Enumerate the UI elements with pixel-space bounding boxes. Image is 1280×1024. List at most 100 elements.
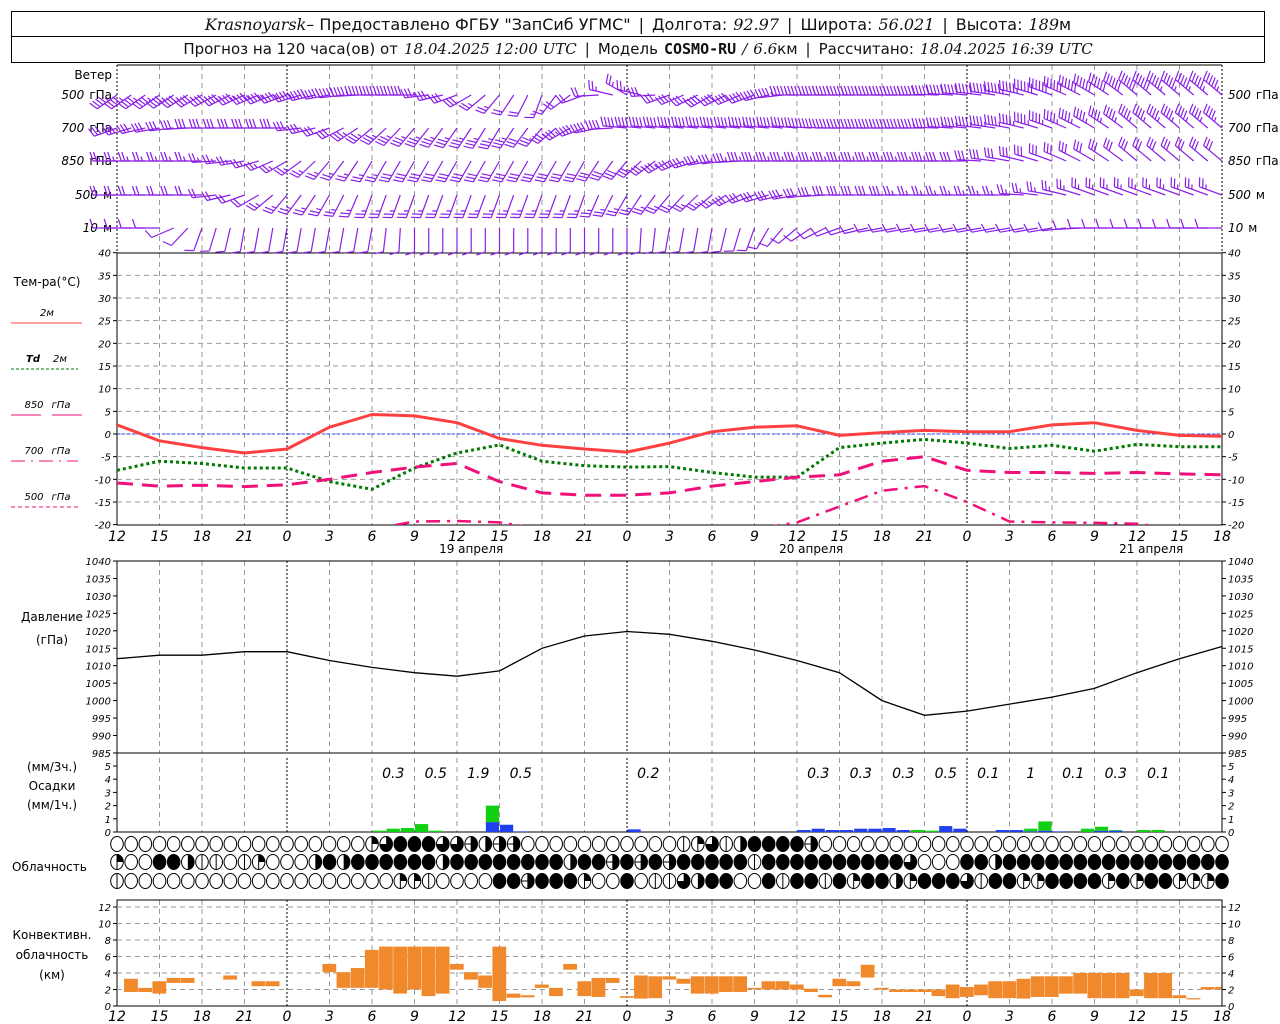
snow-bar	[825, 830, 839, 832]
rain-bar	[1151, 830, 1165, 832]
wind-barb	[504, 228, 515, 256]
cloud-cover-symbol	[563, 873, 578, 889]
cloud-cover-symbol	[322, 873, 337, 889]
wind-barb	[372, 85, 401, 96]
cloud-cover-symbol	[648, 854, 663, 870]
cloud-cover-symbol	[818, 873, 833, 889]
wind-barb	[1088, 138, 1110, 162]
wind-barb	[315, 227, 331, 254]
wind-barb	[712, 152, 741, 163]
wind-barb	[783, 227, 812, 242]
cloud-cover-symbol	[195, 854, 209, 870]
wind-barb	[1188, 103, 1209, 129]
t700-line	[388, 484, 1157, 525]
wind-barb	[458, 94, 486, 111]
wind-barb	[853, 223, 883, 233]
convective-cloud-bar	[152, 981, 167, 994]
wind-barb	[490, 228, 501, 256]
time-tick-label: 18	[1213, 529, 1231, 545]
wind-barb	[867, 223, 897, 233]
wind-barb	[131, 218, 160, 229]
convective-cloud-bar	[874, 987, 889, 990]
wind-barb	[1071, 177, 1095, 196]
cloud-cover-symbol	[1116, 854, 1130, 870]
wind-barb	[245, 194, 274, 211]
wind-level-unit: гПа	[1256, 121, 1279, 135]
wind-barb	[506, 160, 529, 183]
snow-bar	[896, 830, 910, 832]
wind-barb	[741, 151, 769, 162]
time-tick-label: 3	[325, 1009, 334, 1024]
convective-cloud-bar	[435, 946, 450, 994]
cloud-cover-symbol	[322, 854, 337, 870]
separator: |	[638, 14, 644, 34]
wind-barb	[1160, 136, 1180, 162]
wind-barb	[1203, 103, 1223, 129]
wind-barb	[588, 80, 613, 96]
wind-barb	[1194, 218, 1222, 229]
time-tick-label: 3	[1005, 1009, 1014, 1024]
wind-barb	[896, 85, 925, 96]
cloud-cover-symbol	[606, 873, 620, 889]
wind-barb	[1118, 70, 1138, 96]
wind-barb	[428, 93, 458, 104]
convective-tick-label-left: 4	[105, 969, 111, 980]
convective-cloud-bar	[889, 989, 903, 992]
wind-barb	[329, 86, 358, 97]
wind-barb	[1203, 70, 1223, 96]
wind-barb	[174, 185, 202, 196]
wind-level-value: 10	[83, 221, 99, 235]
cloud-cover-symbol	[436, 836, 450, 852]
cloud-cover-symbol	[506, 836, 521, 852]
cloud-cover-symbol	[336, 836, 351, 852]
cloud-cover-symbol	[209, 873, 223, 889]
wind-barb	[826, 151, 854, 162]
wind-barb	[329, 127, 359, 142]
legend-td: Td 2м	[11, 354, 78, 370]
date-label: 21 апреля	[1119, 542, 1183, 556]
cloud-cover-symbol	[1172, 854, 1187, 870]
cloud-cover-symbol	[336, 873, 351, 889]
precipitation-tick-label-left: 2	[105, 802, 111, 813]
wind-barb	[390, 127, 415, 147]
wind-barb	[259, 227, 274, 254]
temperature-tick-label-right: 15	[1228, 362, 1241, 373]
temperature-tick-label-right: -20	[1228, 521, 1244, 532]
cloud-cover-symbol	[846, 836, 861, 852]
convective-cloud-bar	[1115, 973, 1130, 999]
temperature-tick-label-left: 25	[98, 317, 111, 328]
wind-barb	[89, 151, 117, 162]
precip-3h-total: 0.2	[637, 766, 659, 782]
convective-cloud-bar	[818, 994, 833, 998]
wind-barb	[463, 160, 486, 183]
convective-tick-label-right: 8	[1228, 936, 1234, 947]
temperature-tick-label-left: 5	[105, 407, 111, 418]
cloud-cover-symbol	[237, 854, 252, 870]
wind-barb	[287, 227, 302, 254]
wind-barb	[642, 116, 670, 129]
wind-barb	[547, 228, 557, 256]
precipitation-tick-label-right: 3	[1228, 788, 1234, 799]
wind-barb	[589, 228, 600, 256]
rain-bar	[372, 830, 386, 832]
wind-barb	[1118, 136, 1138, 162]
wind-barb	[529, 127, 557, 144]
wind-barb	[698, 227, 713, 254]
wind-barb	[117, 151, 146, 162]
wind-barb	[1009, 223, 1038, 233]
wind-barb	[684, 227, 699, 254]
cloud-cover-symbol	[960, 873, 974, 889]
convective-cloud-bar	[747, 987, 762, 990]
cloud-cover-symbol	[1130, 854, 1144, 870]
wind-barb	[1081, 218, 1109, 229]
wind-barb	[510, 194, 529, 219]
wind-barb	[534, 160, 557, 183]
cloud-cover-symbol	[521, 854, 535, 870]
time-tick-label: 6	[1048, 1009, 1057, 1024]
precip-3h-total: 1.9	[467, 766, 489, 782]
wind-barb	[301, 227, 316, 254]
header-row-forecast: Прогноз на 120 часа(ов) от 18.04.2025 12…	[12, 36, 1264, 61]
legend-700-label: 700	[24, 446, 43, 457]
cloud-cover-symbol	[209, 836, 223, 852]
wind-barb	[159, 94, 189, 109]
